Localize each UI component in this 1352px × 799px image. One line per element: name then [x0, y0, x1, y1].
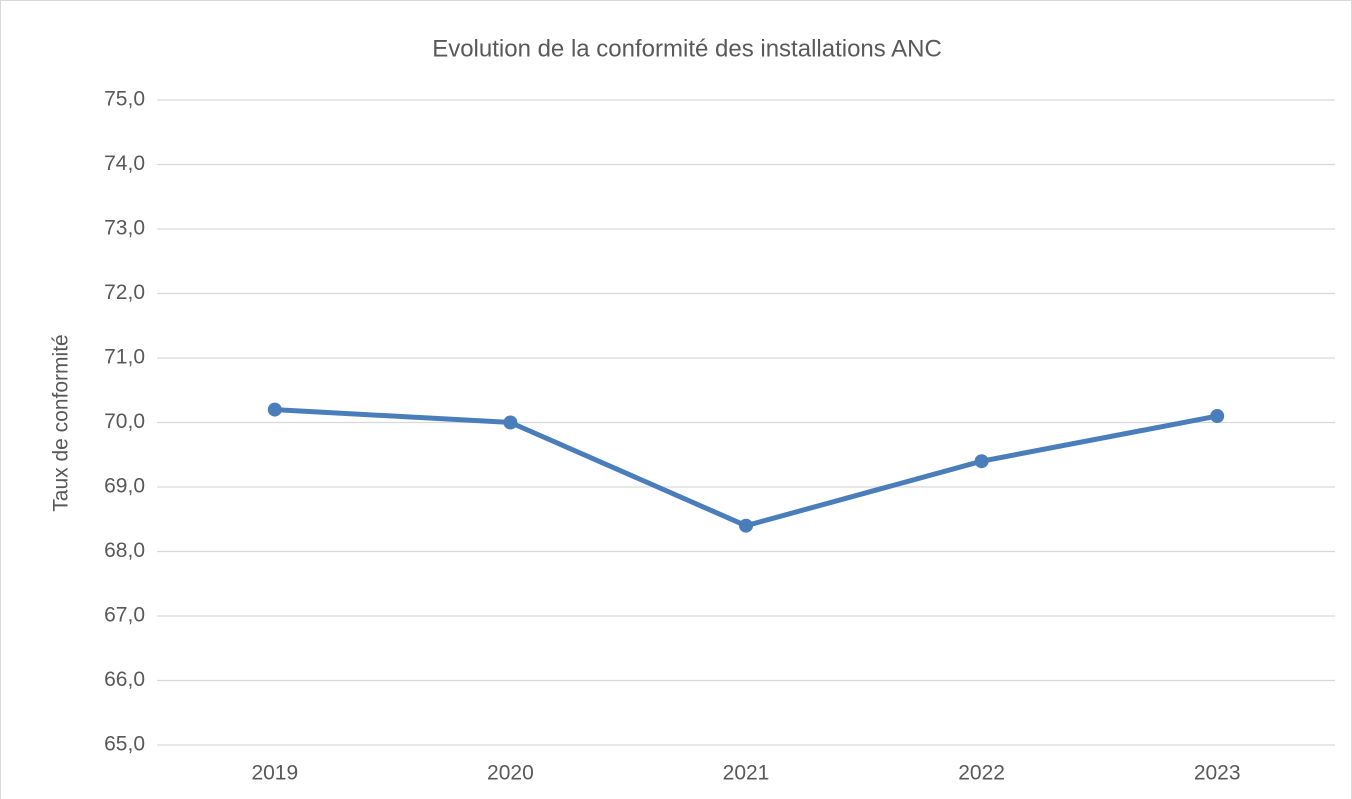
- data-point: [974, 454, 989, 469]
- y-tick-label: 75,0: [104, 88, 145, 111]
- y-tick-label: 68,0: [104, 539, 145, 562]
- y-tick-label: 71,0: [104, 346, 145, 369]
- y-tick-label: 65,0: [104, 733, 145, 756]
- data-point: [503, 415, 518, 430]
- data-point: [267, 402, 282, 417]
- data-point: [1210, 409, 1225, 424]
- data-point: [739, 518, 753, 533]
- y-tick-label: 66,0: [104, 668, 145, 691]
- y-tick-label: 72,0: [104, 281, 145, 304]
- x-tick-label: 2019: [251, 762, 298, 785]
- y-axis-label: Taux de conformité: [50, 334, 73, 511]
- x-tick-label: 2023: [1194, 762, 1241, 785]
- x-tick-label: 2022: [958, 762, 1005, 785]
- y-tick-label: 74,0: [104, 152, 145, 175]
- x-tick-label: 2021: [723, 762, 770, 785]
- y-tick-label: 73,0: [104, 217, 145, 240]
- chart-title: Evolution de la conformité des installat…: [432, 35, 942, 62]
- y-tick-label: 70,0: [104, 410, 145, 433]
- y-tick-label: 67,0: [104, 604, 145, 627]
- x-tick-label: 2020: [487, 762, 534, 785]
- y-tick-label: 69,0: [104, 475, 145, 498]
